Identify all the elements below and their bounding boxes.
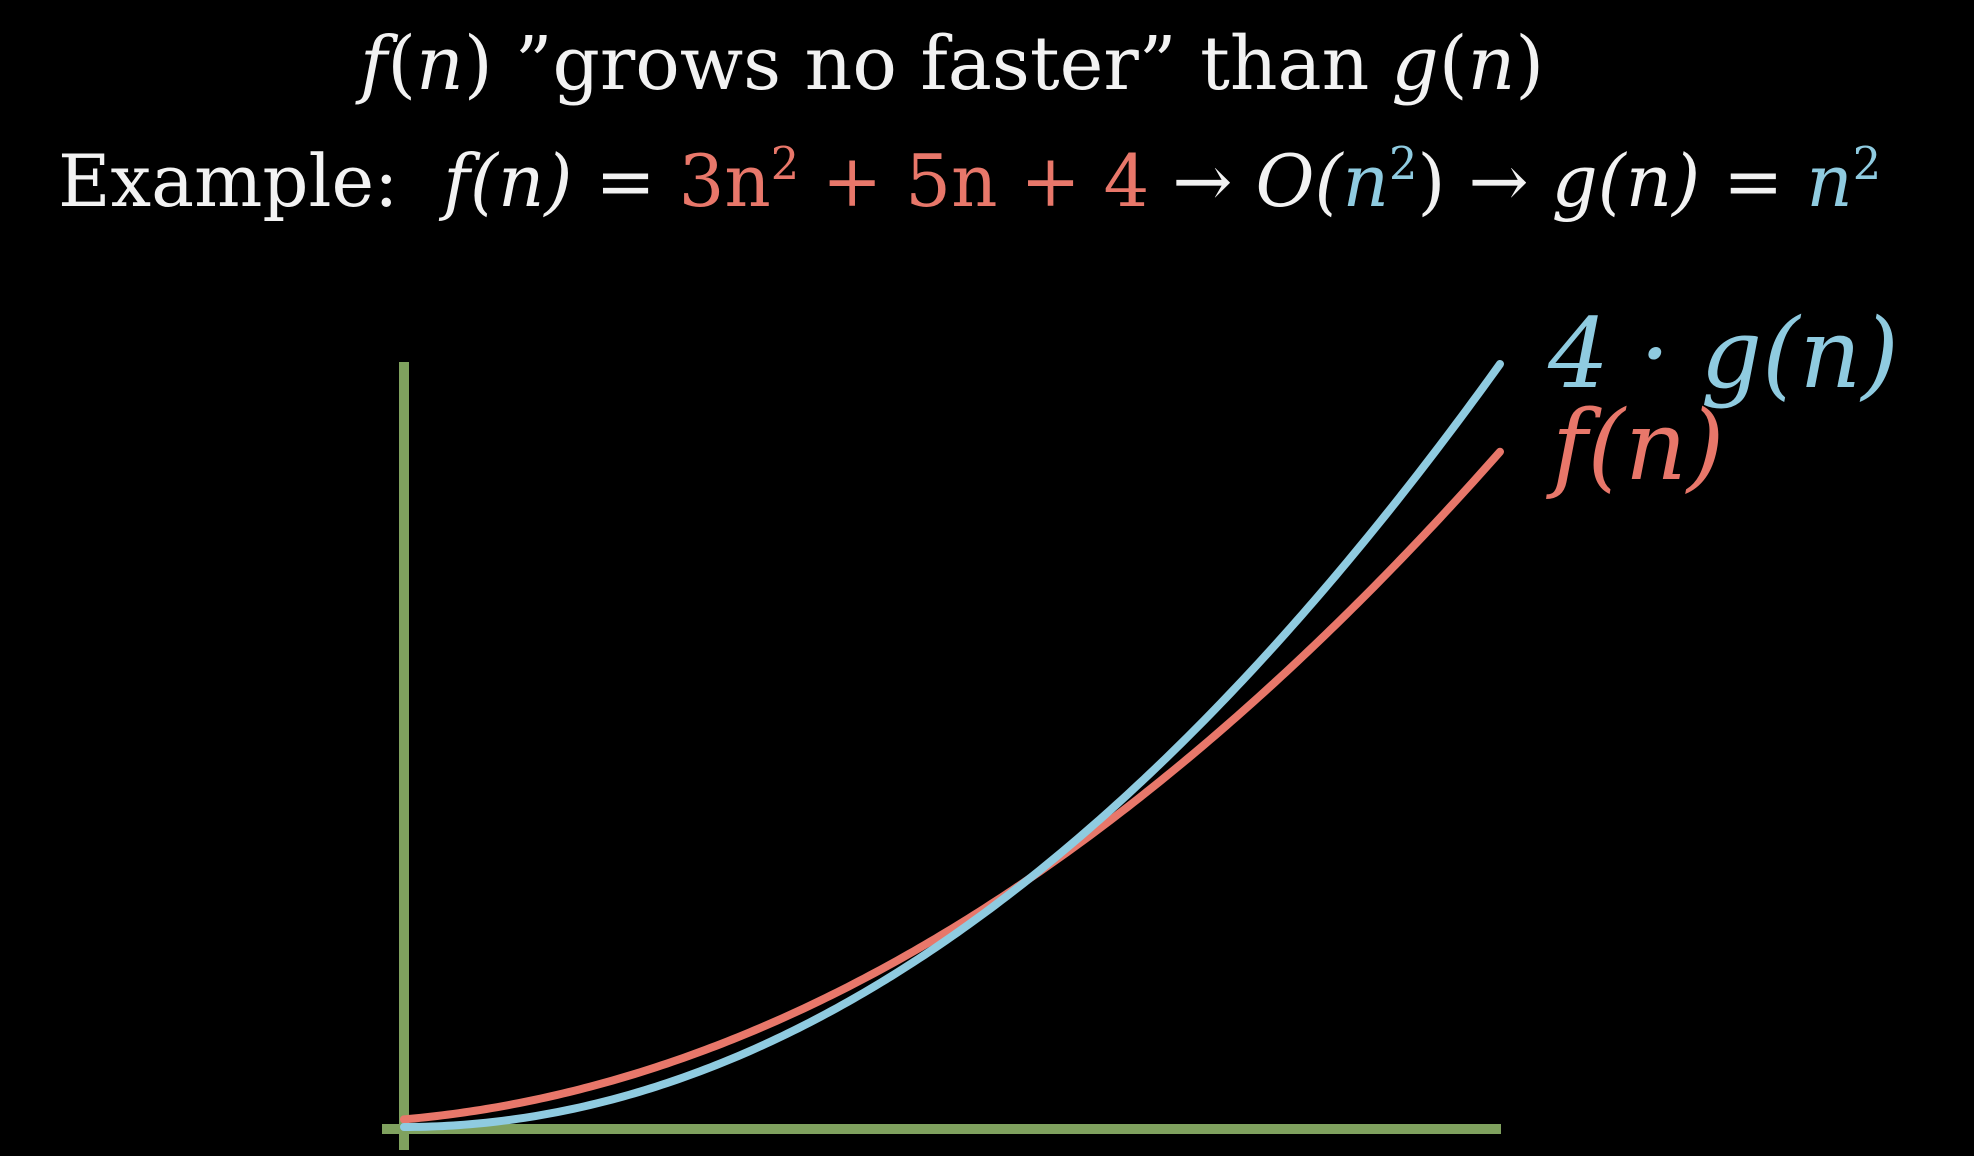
example-line: Example: f(n) = 3n2 + 5n + 4 → O(n2) → g…: [58, 140, 1881, 223]
series-group: [400, 360, 1504, 1131]
example-g-exponent: 2: [1852, 138, 1882, 191]
g-symbol: g: [1391, 21, 1439, 107]
example-g-value: n: [1806, 139, 1853, 223]
g-series-label: 4 · g(n): [1548, 298, 1899, 410]
example-f-expression: 3n2 + 5n + 4: [679, 139, 1150, 223]
arrow-2: →: [1468, 139, 1529, 223]
big-o-open: O(: [1255, 139, 1343, 223]
example-equals-2: =: [1723, 139, 1784, 223]
f-arg: n: [416, 21, 464, 107]
g-close-paren: ): [1515, 21, 1545, 107]
series-line-g: [400, 360, 1504, 1131]
g-open-paren: (: [1438, 21, 1468, 107]
expr-term-a-exponent: 2: [770, 138, 800, 191]
big-o-exponent: 2: [1388, 138, 1418, 191]
definition-line: f(n) ”grows no faster” than g(n): [0, 21, 1974, 107]
arrow-1: →: [1172, 139, 1233, 223]
expr-term-b: + 5n + 4: [799, 139, 1150, 223]
series-line-f: [400, 447, 1504, 1124]
example-equals: =: [595, 139, 656, 223]
g-arg: n: [1467, 21, 1516, 107]
definition-phrase: ”grows no faster” than: [514, 21, 1370, 107]
example-g: g(n): [1551, 139, 1701, 223]
f-series-label: f(n): [1552, 390, 1725, 502]
big-o-arg: n: [1342, 139, 1389, 223]
f-open-paren: (: [387, 21, 417, 107]
example-prefix: Example:: [58, 139, 399, 223]
f-symbol: f: [359, 21, 388, 107]
example-lhs: f(n): [443, 139, 573, 223]
big-o-close: ): [1417, 139, 1446, 223]
expr-term-a: 3n: [678, 139, 771, 223]
f-close-paren: ): [463, 21, 493, 107]
